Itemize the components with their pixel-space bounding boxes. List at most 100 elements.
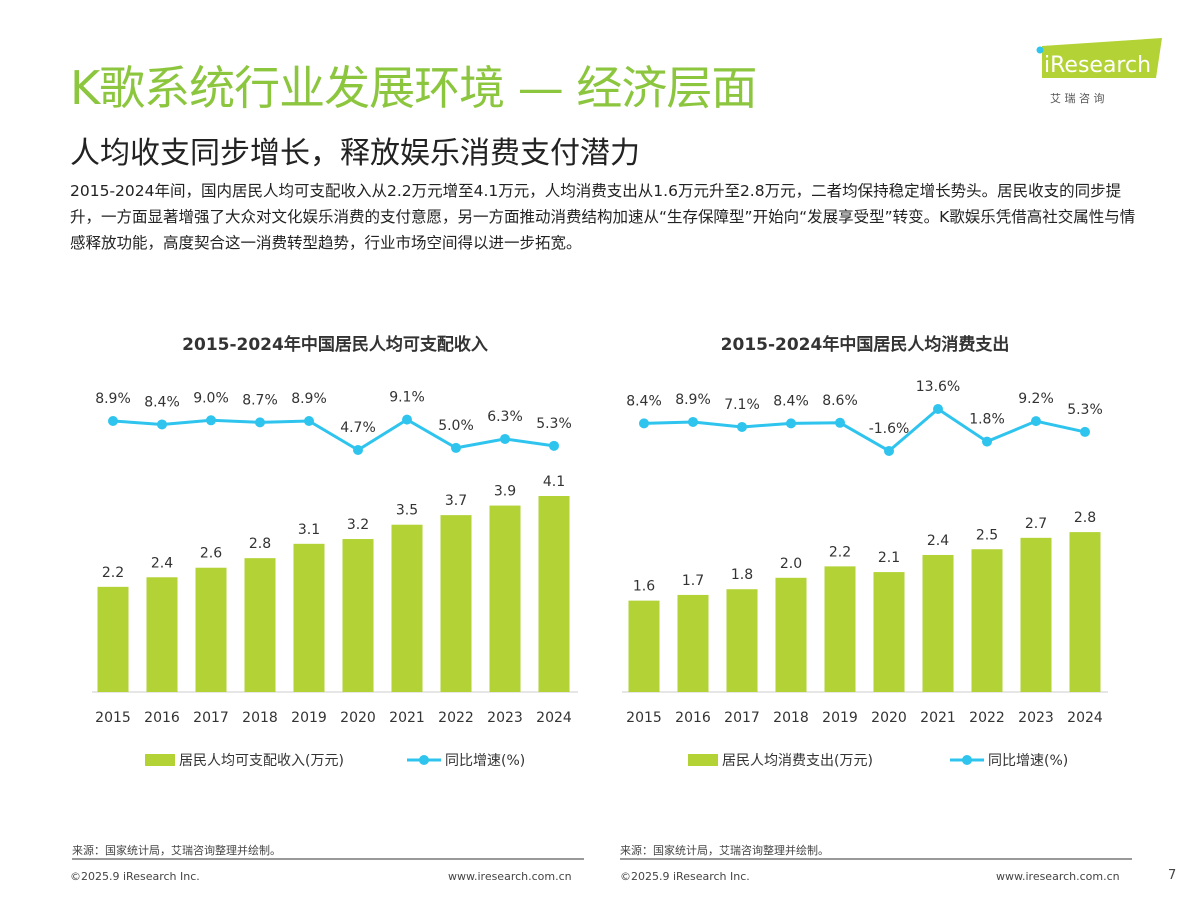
logo-text: iResearch bbox=[1044, 53, 1151, 78]
x-tick-label: 2016 bbox=[144, 710, 180, 726]
bar bbox=[440, 515, 472, 692]
bar-value-label: 2.8 bbox=[1074, 510, 1096, 526]
x-tick-label: 2021 bbox=[920, 710, 956, 726]
bar bbox=[244, 558, 276, 692]
iresearch-logo: iResearch 艾 瑞 咨 询 bbox=[1034, 38, 1164, 108]
x-tick-label: 2017 bbox=[193, 710, 229, 726]
growth-point bbox=[500, 433, 510, 444]
growth-point bbox=[933, 404, 943, 414]
growth-value-label: 7.1% bbox=[724, 397, 760, 413]
page-number: 7 bbox=[1168, 868, 1177, 883]
growth-point bbox=[206, 415, 216, 426]
bar bbox=[971, 549, 1003, 692]
bar-value-label: 3.9 bbox=[494, 484, 516, 500]
growth-point bbox=[157, 419, 167, 430]
logo-subtext: 艾 瑞 咨 询 bbox=[1050, 91, 1105, 105]
growth-value-label: 8.9% bbox=[675, 392, 711, 408]
bar-value-label: 2.5 bbox=[976, 527, 998, 543]
bar-value-label: 3.1 bbox=[298, 522, 320, 538]
growth-value-label: -1.6% bbox=[869, 421, 910, 437]
growth-point bbox=[884, 445, 894, 456]
bar bbox=[391, 524, 423, 692]
bar-value-label: 1.8 bbox=[731, 567, 753, 583]
bar-value-label: 2.2 bbox=[829, 544, 851, 560]
growth-point bbox=[982, 436, 992, 447]
growth-point bbox=[108, 416, 118, 426]
growth-value-label: 13.6% bbox=[916, 379, 960, 395]
legend-bar-swatch bbox=[145, 754, 175, 766]
page-title: K歌系统行业发展环境 — 经济层面 bbox=[70, 61, 757, 115]
x-tick-label: 2016 bbox=[675, 710, 711, 726]
x-tick-label: 2015 bbox=[626, 710, 662, 726]
growth-point bbox=[688, 416, 698, 427]
growth-value-label: 9.1% bbox=[389, 390, 425, 406]
page-subtitle: 人均收支同步增长，释放娱乐消费支付潜力 bbox=[70, 136, 640, 171]
source-left: 来源：国家统计局，艾瑞咨询整理并绘制。 bbox=[72, 844, 281, 857]
bar-value-label: 2.4 bbox=[151, 555, 173, 571]
legend-bar-swatch bbox=[688, 754, 718, 766]
x-tick-label: 2018 bbox=[773, 710, 809, 726]
growth-point bbox=[353, 444, 363, 455]
bar-value-label: 2.8 bbox=[249, 536, 271, 552]
bar bbox=[873, 572, 905, 692]
growth-value-label: 9.0% bbox=[193, 390, 229, 406]
bar bbox=[489, 505, 521, 692]
growth-point bbox=[835, 417, 845, 428]
growth-line bbox=[643, 407, 1086, 453]
x-tick-label: 2015 bbox=[95, 710, 131, 726]
bar bbox=[726, 589, 758, 692]
x-tick-label: 2018 bbox=[242, 710, 278, 726]
bar bbox=[146, 577, 178, 692]
x-tick-label: 2022 bbox=[438, 710, 474, 726]
x-tick-label: 2019 bbox=[291, 710, 327, 726]
growth-point bbox=[1080, 426, 1090, 437]
x-tick-label: 2024 bbox=[1067, 710, 1103, 726]
website-link[interactable]: www.iresearch.com.cn bbox=[448, 870, 572, 883]
x-tick-label: 2024 bbox=[536, 710, 572, 726]
bar-value-label: 3.7 bbox=[445, 493, 467, 509]
growth-point bbox=[1031, 416, 1041, 427]
source-right: 来源：国家统计局，艾瑞咨询整理并绘制。 bbox=[620, 844, 829, 857]
growth-point bbox=[639, 418, 649, 429]
growth-value-label: 8.9% bbox=[95, 391, 131, 407]
bar bbox=[538, 496, 570, 692]
bar-value-label: 2.4 bbox=[927, 533, 949, 549]
growth-point bbox=[402, 414, 412, 425]
bar-value-label: 4.1 bbox=[543, 474, 565, 490]
bar-value-label: 1.7 bbox=[682, 573, 704, 589]
bar bbox=[775, 577, 807, 692]
x-tick-label: 2022 bbox=[969, 710, 1005, 726]
bar-value-label: 2.1 bbox=[878, 550, 900, 566]
legend-line-marker bbox=[962, 755, 972, 765]
bar bbox=[824, 566, 856, 692]
bar bbox=[97, 586, 129, 692]
copyright: ©2025.9 iResearch Inc. bbox=[70, 870, 200, 883]
growth-value-label: 5.0% bbox=[438, 418, 474, 434]
x-tick-label: 2019 bbox=[822, 710, 858, 726]
legend-line-label: 同比增速(%) bbox=[445, 753, 525, 769]
x-tick-label: 2023 bbox=[1018, 710, 1054, 726]
growth-value-label: 5.3% bbox=[536, 416, 572, 432]
growth-value-label: 1.8% bbox=[969, 412, 1005, 428]
bar-value-label: 2.2 bbox=[102, 565, 124, 581]
bar bbox=[195, 567, 227, 692]
bar bbox=[628, 600, 660, 692]
bar-value-label: 1.6 bbox=[633, 579, 655, 595]
growth-value-label: 8.4% bbox=[773, 393, 809, 409]
bar bbox=[1069, 532, 1101, 692]
bar bbox=[342, 539, 374, 692]
bar-value-label: 2.0 bbox=[780, 556, 802, 572]
growth-line bbox=[112, 417, 555, 452]
website-link[interactable]: www.iresearch.com.cn bbox=[996, 870, 1120, 883]
chart-title-spending: 2015-2024年中国居民人均消费支出 bbox=[720, 335, 1010, 355]
summary-text: 2015-2024年间，国内居民人均可支配收入从2.2万元增至4.1万元，人均消… bbox=[70, 182, 1136, 252]
legend-bar-label: 居民人均可支配收入(万元) bbox=[179, 753, 344, 769]
divider bbox=[72, 858, 584, 860]
bar-value-label: 2.6 bbox=[200, 546, 222, 562]
copyright: ©2025.9 iResearch Inc. bbox=[620, 870, 750, 883]
growth-point bbox=[786, 418, 796, 429]
growth-point bbox=[304, 416, 314, 426]
bar bbox=[1020, 537, 1052, 692]
bar bbox=[677, 594, 709, 692]
growth-point bbox=[737, 421, 747, 432]
